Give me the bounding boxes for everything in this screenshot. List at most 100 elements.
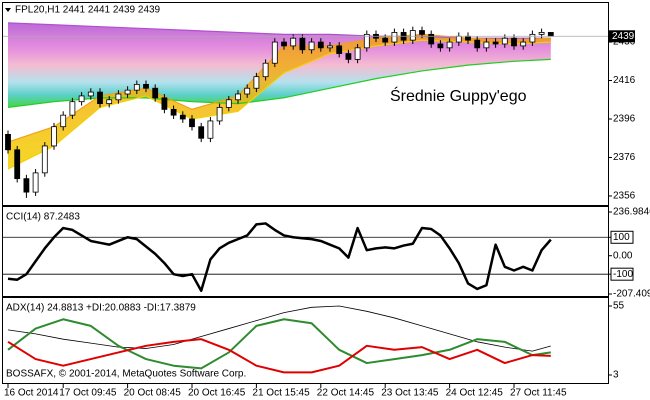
candle-body (419, 30, 425, 35)
copyright: BOSSAFX, © 2001-2014, MetaQuotes Softwar… (6, 369, 246, 380)
candle-body (345, 53, 352, 60)
candle-body (271, 41, 278, 64)
series-line (7, 222, 552, 293)
candle-body (428, 33, 435, 45)
y-tick-label: 2376 (613, 152, 636, 163)
y-tick-label: 2356 (613, 191, 636, 202)
chart-title: FPL20,H1 2441 2441 2439 2439 (15, 5, 161, 16)
candle-body (520, 41, 527, 47)
candle-body (32, 172, 39, 193)
x-tick-label: 22 Oct 14:45 (317, 388, 375, 399)
candle-body (152, 87, 159, 99)
y-tick-label: 236.9846 (613, 207, 650, 218)
candle-body (133, 83, 140, 91)
candle-body (170, 108, 177, 116)
x-tick-label: 23 Oct 13:45 (381, 388, 439, 399)
candle-body (161, 97, 168, 110)
y-tick-label: -100 (613, 269, 633, 280)
x-tick-label: 20 Oct 16:45 (188, 388, 246, 399)
series-line (7, 305, 551, 352)
candle-body (14, 149, 21, 180)
y-tick-label: -207.409 (613, 289, 650, 300)
y-tick-label: 55 (613, 301, 625, 312)
candle-body (216, 107, 223, 122)
candle-body (474, 39, 481, 49)
candle-body (382, 37, 389, 43)
series-line (7, 318, 551, 370)
candle-body (253, 76, 260, 89)
candle-body (87, 91, 94, 97)
candle-body (327, 45, 333, 49)
ribbon (8, 34, 551, 170)
candle-body (115, 93, 122, 101)
x-tick-label: 21 Oct 15:45 (252, 388, 310, 399)
series-line (7, 338, 551, 374)
candle-body (290, 37, 297, 47)
candle-body (538, 32, 545, 35)
panel-title: ADX(14) 24.8813 +DI:20.0883 -DI:17.3879 (6, 303, 196, 314)
candle-body (455, 35, 462, 43)
candle-body (354, 47, 361, 60)
candle-body (409, 30, 416, 41)
panel-title: CCI(14) 87.2483 (6, 212, 80, 223)
candle-body (547, 32, 554, 37)
candle-body (262, 62, 269, 78)
candle-body (189, 118, 195, 128)
last-price-box (609, 30, 635, 43)
menu-icon (5, 8, 11, 12)
y-tick-label: 2396 (613, 114, 636, 125)
candle-body (501, 37, 508, 45)
candle-body (363, 33, 370, 49)
candle-body (179, 114, 186, 120)
candle-body (51, 126, 57, 147)
candle-body (529, 33, 536, 43)
cci-plot (3, 222, 608, 293)
frame (2, 206, 609, 297)
adx-plot (7, 305, 551, 374)
candle-body (23, 178, 30, 193)
candle-body (244, 87, 251, 95)
candle-body (5, 133, 11, 151)
y-tick-label: 2416 (613, 75, 636, 86)
candle-body (235, 93, 241, 101)
level-box (610, 267, 634, 281)
x-tick-label: 17 Oct 09:45 (59, 388, 117, 399)
candle-body (124, 89, 131, 95)
candle-body (60, 114, 67, 128)
y-tick-label: 100 (613, 232, 630, 243)
y-tick-label: 0.00 (613, 250, 633, 261)
y-tick-label: 3 (613, 370, 619, 381)
candle-body (391, 32, 398, 43)
frame (2, 297, 609, 384)
candle-body (198, 126, 205, 139)
candle-body (437, 43, 444, 49)
candle-body (207, 120, 214, 139)
labels: FPL20,H1 2441 2441 2439 2439 Średnie Gup… (4, 5, 650, 399)
candle-body (465, 35, 471, 41)
x-tick-label: 27 Oct 11:45 (510, 388, 567, 399)
x-tick-label: 20 Oct 08:45 (124, 388, 182, 399)
frames (2, 2, 609, 384)
candle-body (78, 95, 85, 103)
candle-body (143, 83, 149, 89)
candle-body (483, 41, 490, 49)
frame (2, 2, 609, 206)
candle-body (511, 37, 517, 47)
candle-body (308, 41, 315, 51)
candle-body (336, 45, 343, 54)
x-tick-label: 24 Oct 12:45 (446, 388, 504, 399)
candle-body (299, 37, 306, 51)
annotation: Średnie Guppy'ego (390, 86, 527, 105)
level-box (610, 230, 634, 244)
candle-body (69, 101, 76, 116)
price-plot (3, 22, 608, 198)
candle-body (106, 99, 113, 105)
last-price-label: 2439 (612, 31, 635, 42)
candle-body (492, 41, 499, 45)
x-tick-label: 16 Oct 2014 (4, 388, 59, 399)
candle-body (225, 99, 232, 108)
candle-body (317, 41, 324, 49)
candle-body (446, 41, 453, 49)
candle-body (97, 91, 103, 105)
